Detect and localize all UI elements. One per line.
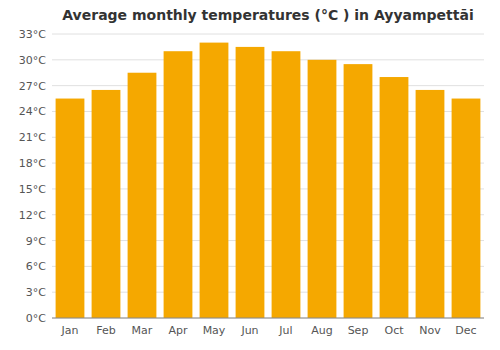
bar (272, 51, 301, 318)
x-tick-label: Apr (168, 324, 188, 337)
x-tick-label: Jun (240, 324, 258, 337)
x-tick-label: Aug (311, 324, 332, 337)
chart-svg: Average monthly temperatures (°C ) in Ay… (0, 0, 500, 350)
grid-line (52, 85, 484, 86)
grid-line (52, 34, 484, 35)
y-tick-label: 15°C (19, 183, 46, 196)
bar (56, 99, 85, 318)
bar (308, 60, 337, 318)
y-tick-label: 12°C (19, 209, 46, 222)
bar (344, 64, 373, 318)
x-tick-label: Sep (348, 324, 369, 337)
grid-line (52, 318, 484, 319)
x-tick-label: May (203, 324, 226, 337)
x-tick-label: Jan (61, 324, 79, 337)
bar (380, 77, 409, 318)
bar (452, 99, 481, 318)
y-axis: 0°C 3°C 6°C 9°C 12°C 15°C 18°C 21°C 24°C 27°C 30°C… (19, 28, 46, 325)
y-tick-label: 6°C (26, 260, 46, 273)
y-tick-label: 30°C (19, 54, 46, 67)
x-axis-line (52, 318, 484, 319)
bar (164, 51, 193, 318)
x-tick-label: Jul (278, 324, 292, 337)
chart-title: Average monthly temperatures (°C ) in Ay… (62, 7, 473, 23)
bar (92, 90, 121, 318)
y-tick-label: 18°C (19, 157, 46, 170)
grid-line (52, 59, 484, 60)
bar (236, 47, 265, 318)
x-tick-label: Mar (132, 324, 153, 337)
x-tick-label: Oct (384, 324, 404, 337)
chart-container: Average monthly temperatures (°C ) in Ay… (0, 0, 500, 350)
y-tick-label: 21°C (19, 131, 46, 144)
bars (56, 43, 481, 318)
y-grid (52, 34, 484, 318)
bar (200, 43, 229, 318)
bar (128, 73, 157, 318)
x-tick-label: Dec (455, 324, 476, 337)
x-tick-label: Nov (419, 324, 441, 337)
bar (416, 90, 445, 318)
y-tick-label: 27°C (19, 80, 46, 93)
x-axis: Jan Feb Mar Apr May Jun Jul Aug Sep Oct Nov Dec (52, 318, 484, 337)
y-tick-label: 9°C (26, 235, 46, 248)
y-tick-label: 0°C (26, 312, 46, 325)
y-tick-label: 24°C (19, 105, 46, 118)
y-tick-label: 3°C (26, 286, 46, 299)
x-tick-label: Feb (96, 324, 115, 337)
y-tick-label: 33°C (19, 28, 46, 41)
